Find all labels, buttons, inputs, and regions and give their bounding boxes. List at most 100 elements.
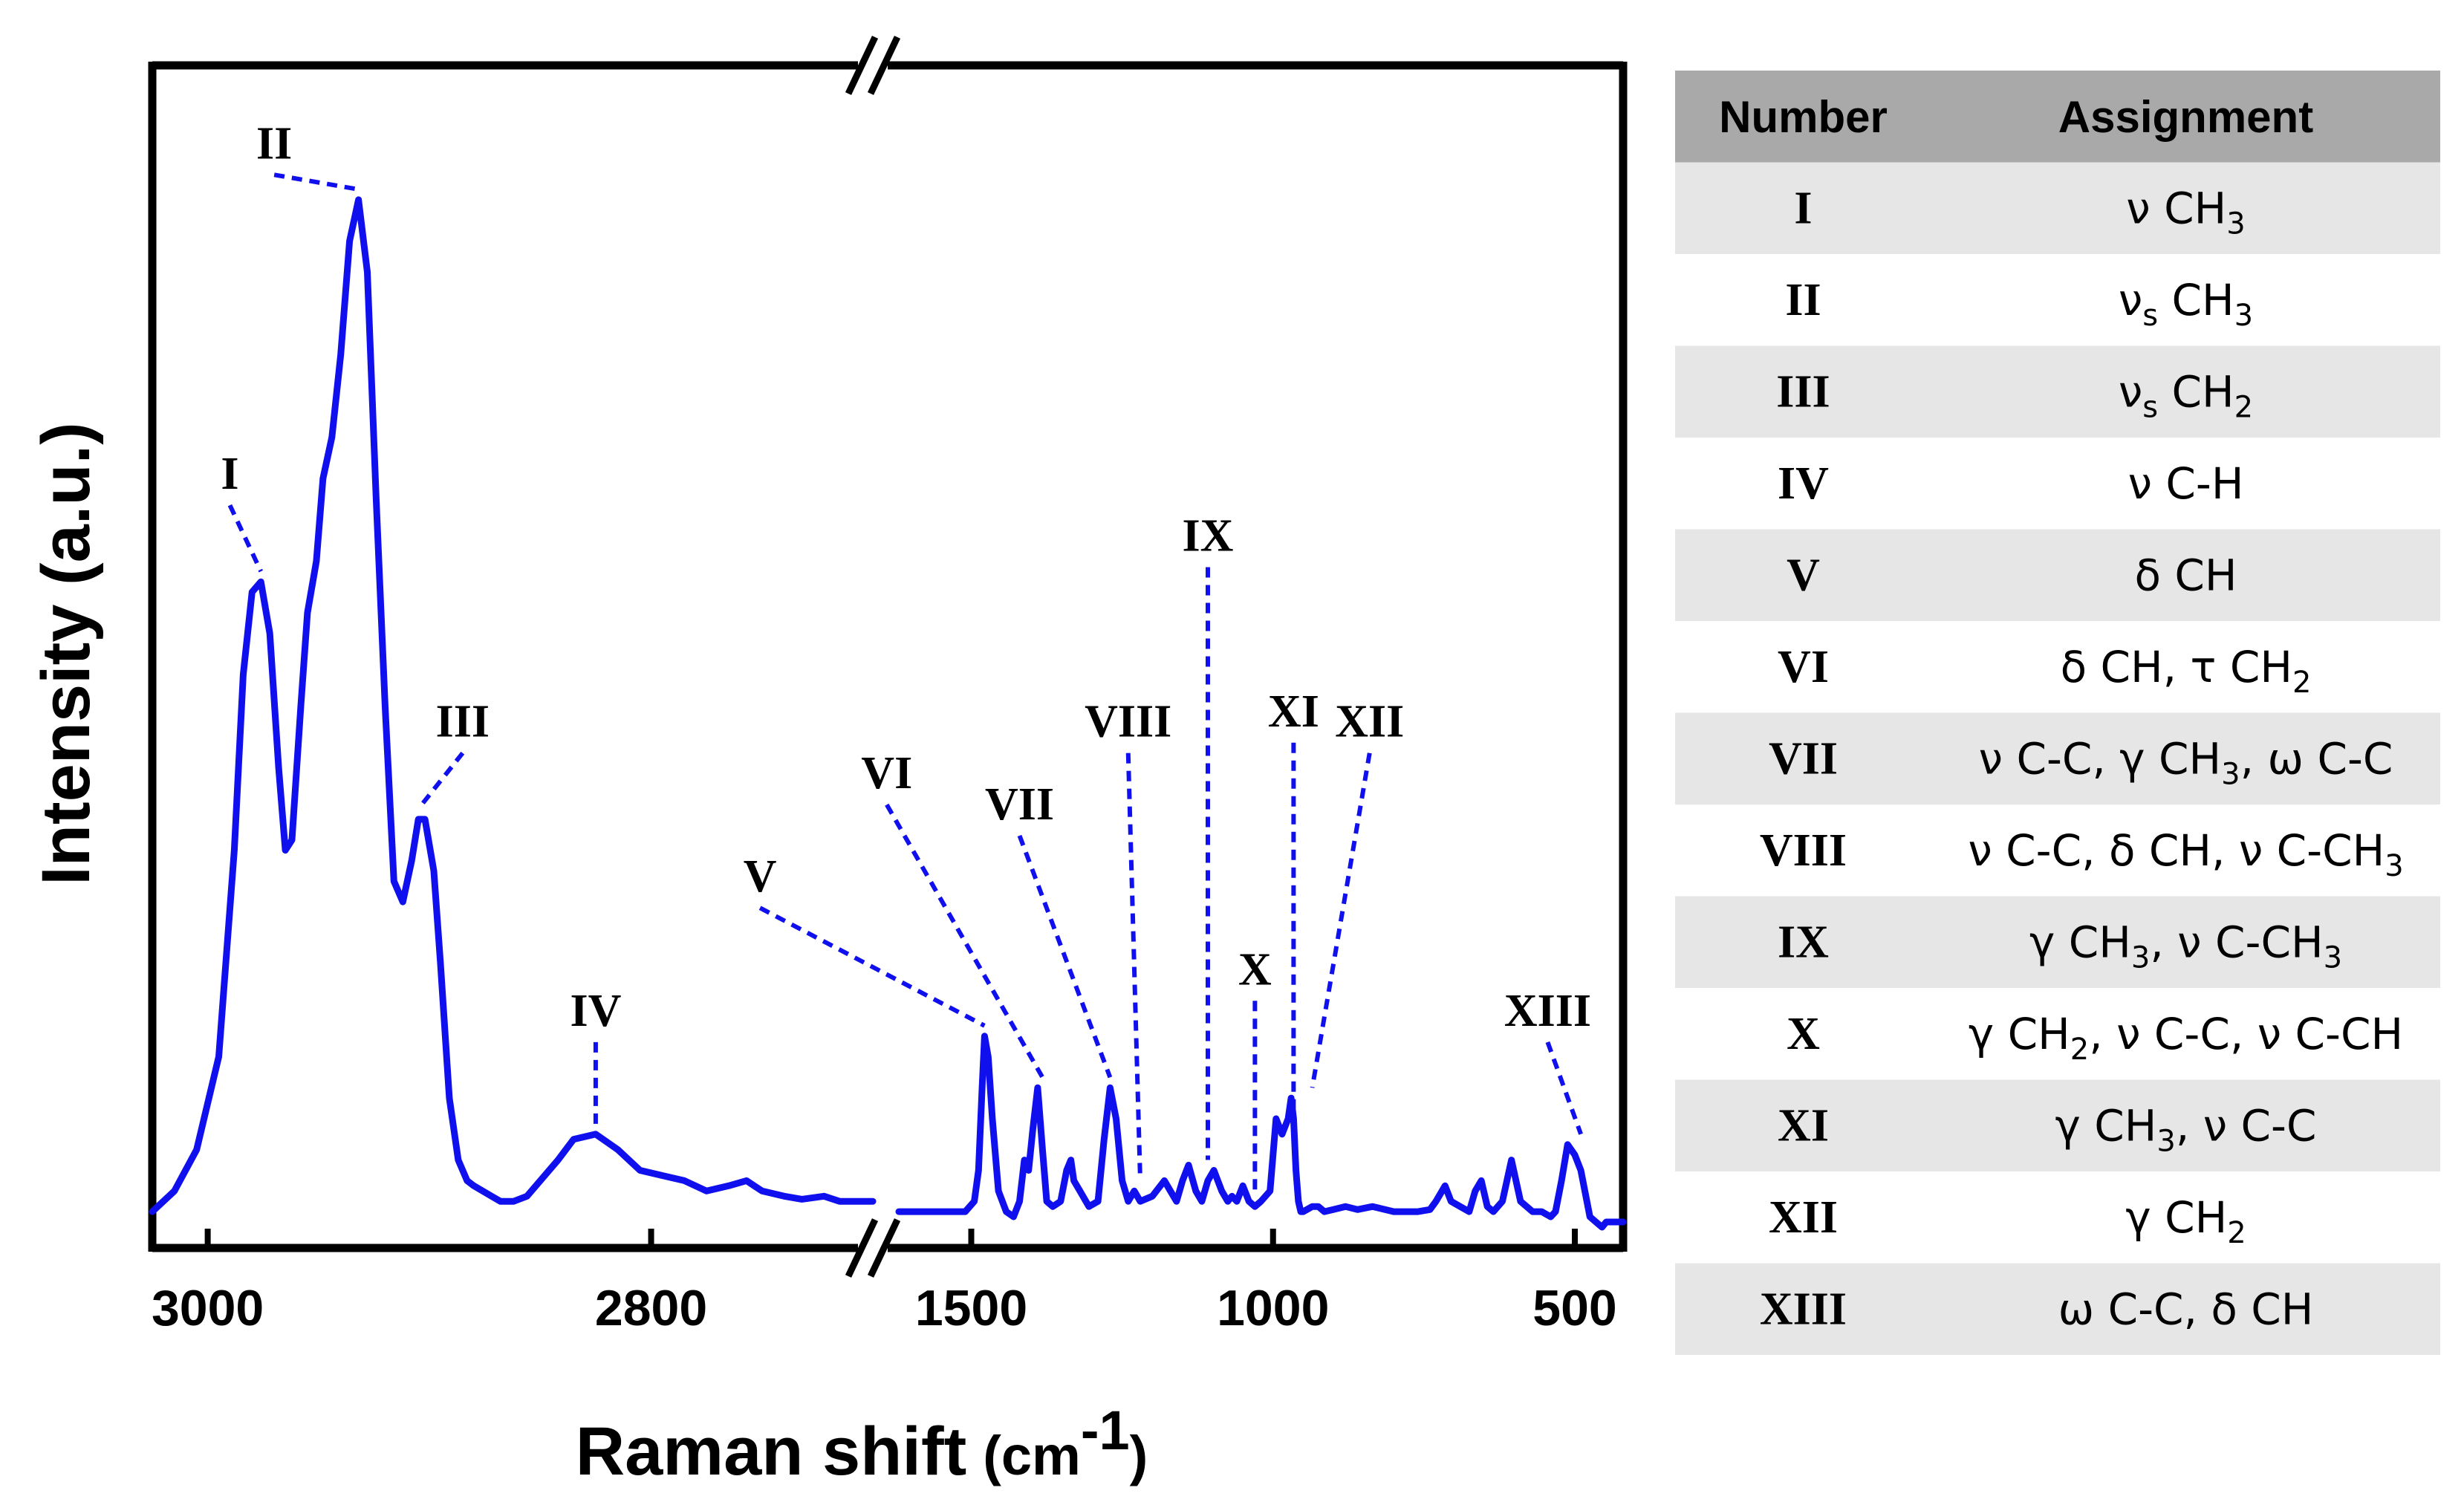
table-header-assignment: Assignment: [2058, 92, 2313, 142]
table-row-assignment-II: νs CH3: [2119, 275, 2253, 333]
table-row-number-II: II: [1785, 275, 1821, 325]
table-row-bg-3: [1675, 345, 2440, 438]
x-tick-label-500: 500: [1532, 1280, 1616, 1336]
assignment-part: s: [2142, 391, 2158, 425]
table-row-bg-7: [1675, 712, 2440, 804]
table-header-number: Number: [1719, 92, 1888, 142]
table-row-assignment-IX: γ CH3, ν C-CH3: [2029, 917, 2342, 975]
spectrum-line-segment-1: [149, 196, 877, 1215]
assignment-part: γ CH: [2055, 1101, 2157, 1151]
peak-label-XII: XII: [1335, 697, 1404, 747]
table-row-assignment-IV: ν C-H: [2128, 458, 2244, 509]
assignment-part: 3: [2156, 1125, 2175, 1159]
assignment-part: , ν C-C: [2176, 1101, 2317, 1151]
table-row-number-I: I: [1794, 183, 1812, 234]
table-row-assignment-VIII: ν C-C, δ CH, ν C-CH3: [1968, 825, 2403, 883]
plot-area: 3000 2800 1500 1000 500IIIIIIIVVVIVIIVIIIIXX…: [148, 36, 1628, 1336]
table-row-number-IV: IV: [1778, 458, 1829, 509]
assignment-part: 2: [2234, 391, 2253, 425]
peak-label-IX: IX: [1183, 511, 1234, 562]
table-row-assignment-XIII: ω C-C, δ CH: [2058, 1284, 2314, 1335]
assignment-part: 3: [2234, 299, 2253, 333]
assignment-part: ν CH: [2126, 183, 2226, 234]
axis-break-top-0: [845, 36, 879, 95]
axis-break-bottom-1: [867, 1218, 901, 1278]
table-row-assignment-XI: γ CH3, ν C-C: [2055, 1101, 2317, 1159]
x-tick-label-2800: 2800: [595, 1280, 707, 1336]
x-axis-title: Raman shift: [576, 1414, 967, 1489]
assignment-part: ν C-C, δ CH, ν C-CH: [1968, 825, 2385, 876]
assignment-part: ν C-H: [2128, 458, 2244, 509]
assignment-part: 2: [2070, 1033, 2089, 1067]
assignment-part: s: [2142, 299, 2158, 333]
assignment-part: 2: [2227, 1216, 2246, 1250]
assignment-part: δ CH: [2134, 550, 2237, 601]
table-row-assignment-I: ν CH3: [2126, 183, 2245, 241]
peak-leader-XIII: [1545, 1041, 1583, 1135]
peak-leader-V: [758, 906, 986, 1028]
peak-leader-III: [416, 751, 465, 810]
peak-leader-I: [227, 504, 263, 573]
table-row-assignment-V: δ CH: [2134, 550, 2237, 601]
assignment-part: CH: [2158, 367, 2234, 417]
peak-leader-VI: [885, 803, 1044, 1079]
table-row-bg-11: [1675, 1079, 2440, 1171]
assignment-part: ν C-C, γ CH: [1979, 734, 2222, 784]
peak-label-VI: VI: [861, 748, 912, 799]
assignment-part: , ν C-C, ν C-CH: [2089, 1009, 2403, 1059]
peak-leader-VII: [1017, 834, 1113, 1079]
peak-label-X: X: [1238, 944, 1272, 995]
peak-label-V: V: [744, 851, 777, 902]
table-header-bg: [1675, 71, 2440, 163]
spectrum-line-segment-2: [895, 1033, 1627, 1231]
x-tick-label-3000: 3000: [152, 1280, 264, 1336]
table-row-number-V: V: [1787, 550, 1820, 601]
table-row-bg-1: [1675, 162, 2440, 254]
x-axis-unit-sup: -1: [1081, 1400, 1130, 1461]
assignment-part: γ CH: [1969, 1009, 2070, 1059]
peak-label-VII: VII: [985, 779, 1054, 830]
table-row-number-VI: VI: [1778, 642, 1829, 692]
assignment-part: ω C-C, δ CH: [2058, 1284, 2314, 1335]
assignment-part: δ CH, τ CH: [2061, 642, 2292, 692]
peak-label-IV: IV: [570, 986, 621, 1036]
assignment-part: γ CH: [2029, 917, 2131, 968]
table-row-number-XI: XI: [1778, 1101, 1829, 1151]
peak-label-II: II: [256, 118, 292, 169]
x-tick-label-1000: 1000: [1217, 1280, 1329, 1336]
assignment-part: 3: [2324, 941, 2342, 975]
assignment-part: 3: [2221, 758, 2240, 792]
assignment-part: 3: [2226, 207, 2245, 241]
peak-label-III: III: [436, 697, 490, 747]
table-row-bg-9: [1675, 896, 2440, 988]
assignment-part: , ω C-C: [2240, 734, 2393, 784]
table-row-number-VII: VII: [1769, 734, 1838, 784]
table-row-bg-5: [1675, 529, 2440, 621]
x-axis-label: Raman shift (cm-1): [576, 1400, 1148, 1489]
assignment-part: 3: [2131, 941, 2150, 975]
axis-break-top-1: [867, 36, 901, 95]
peak-label-XIII: XIII: [1504, 986, 1591, 1036]
table-row-bg-13: [1675, 1263, 2440, 1355]
table-row-assignment-III: νs CH2: [2119, 367, 2253, 425]
assignment-part: ν: [2119, 367, 2142, 417]
assignment-part: CH: [2158, 275, 2234, 325]
peak-leader-II: [273, 172, 360, 192]
peak-leader-VIII: [1125, 752, 1142, 1181]
table-row-assignment-VII: ν C-C, γ CH3, ω C-C: [1979, 734, 2393, 792]
peak-label-I: I: [221, 449, 238, 499]
table-row-number-IX: IX: [1778, 917, 1829, 968]
table-row-assignment-X: γ CH2, ν C-C, ν C-CH: [1969, 1009, 2403, 1067]
table-row-assignment-XII: γ CH2: [2125, 1192, 2246, 1250]
x-tick-label-1500: 1500: [915, 1280, 1027, 1336]
table-row-number-III: III: [1776, 367, 1830, 417]
table-row-number-X: X: [1787, 1009, 1820, 1059]
peak-label-XI: XI: [1268, 686, 1319, 737]
assignment-part: 3: [2385, 849, 2403, 883]
assignment-part: ν: [2119, 275, 2142, 325]
peak-label-VIII: VIII: [1085, 697, 1171, 747]
assignment-part: γ CH: [2125, 1192, 2227, 1243]
axes: Intensity (a.u.) Raman shift (cm-1): [28, 422, 1148, 1489]
